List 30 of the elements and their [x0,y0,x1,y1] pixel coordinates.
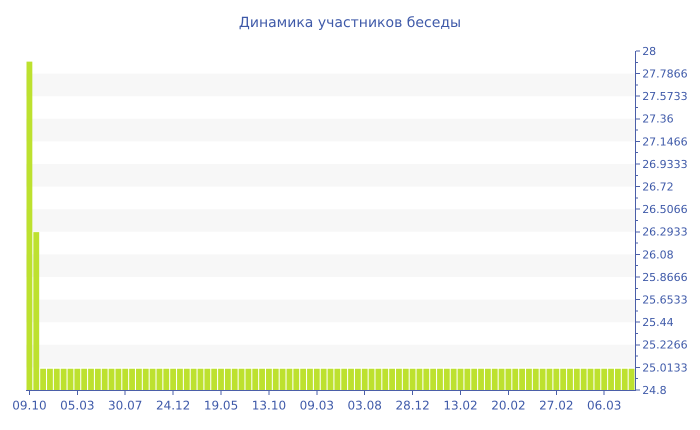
y-tick-label: 26.5066 [642,203,688,216]
chart-title: Динамика участников беседы [238,14,462,31]
y-tick-label: 27.1466 [642,135,688,148]
x-tick-label: 20.02 [491,398,526,412]
x-tick-label: 09.10 [12,398,47,412]
y-tick-label: 26.72 [642,180,674,194]
x-tick-label: 30.07 [108,398,142,412]
x-tick-label: 13.10 [252,398,286,412]
x-tick-label: 19.05 [204,398,238,412]
y-tick-label: 27.7866 [642,67,688,80]
y-tick-label: 27.5733 [642,90,688,104]
x-tick-label: 06.03 [587,398,622,412]
y-tick-label: 25.44 [642,316,674,330]
y-tick-label: 26.08 [642,248,674,262]
x-tick-label: 24.12 [156,398,190,412]
x-tick-label: 27.02 [539,398,574,412]
x-tick-label: 09.03 [300,398,334,412]
x-tick-label: 28.12 [395,398,430,412]
y-tick-label: 26.9333 [642,158,688,171]
y-tick-label: 28 [642,44,656,58]
y-tick-label: 24.8 [642,384,667,397]
x-tick-label: 05.03 [60,398,94,412]
y-tick-label: 25.6533 [642,293,688,306]
x-tick-label: 13.02 [443,398,478,412]
y-tick-label: 25.2266 [642,338,688,352]
y-tick-label: 25.0133 [642,361,688,374]
y-tick-label: 26.2933 [642,226,688,239]
x-tick-label: 03.08 [348,398,382,412]
y-tick-label: 27.36 [642,112,674,126]
y-tick-label: 25.8666 [642,270,688,284]
